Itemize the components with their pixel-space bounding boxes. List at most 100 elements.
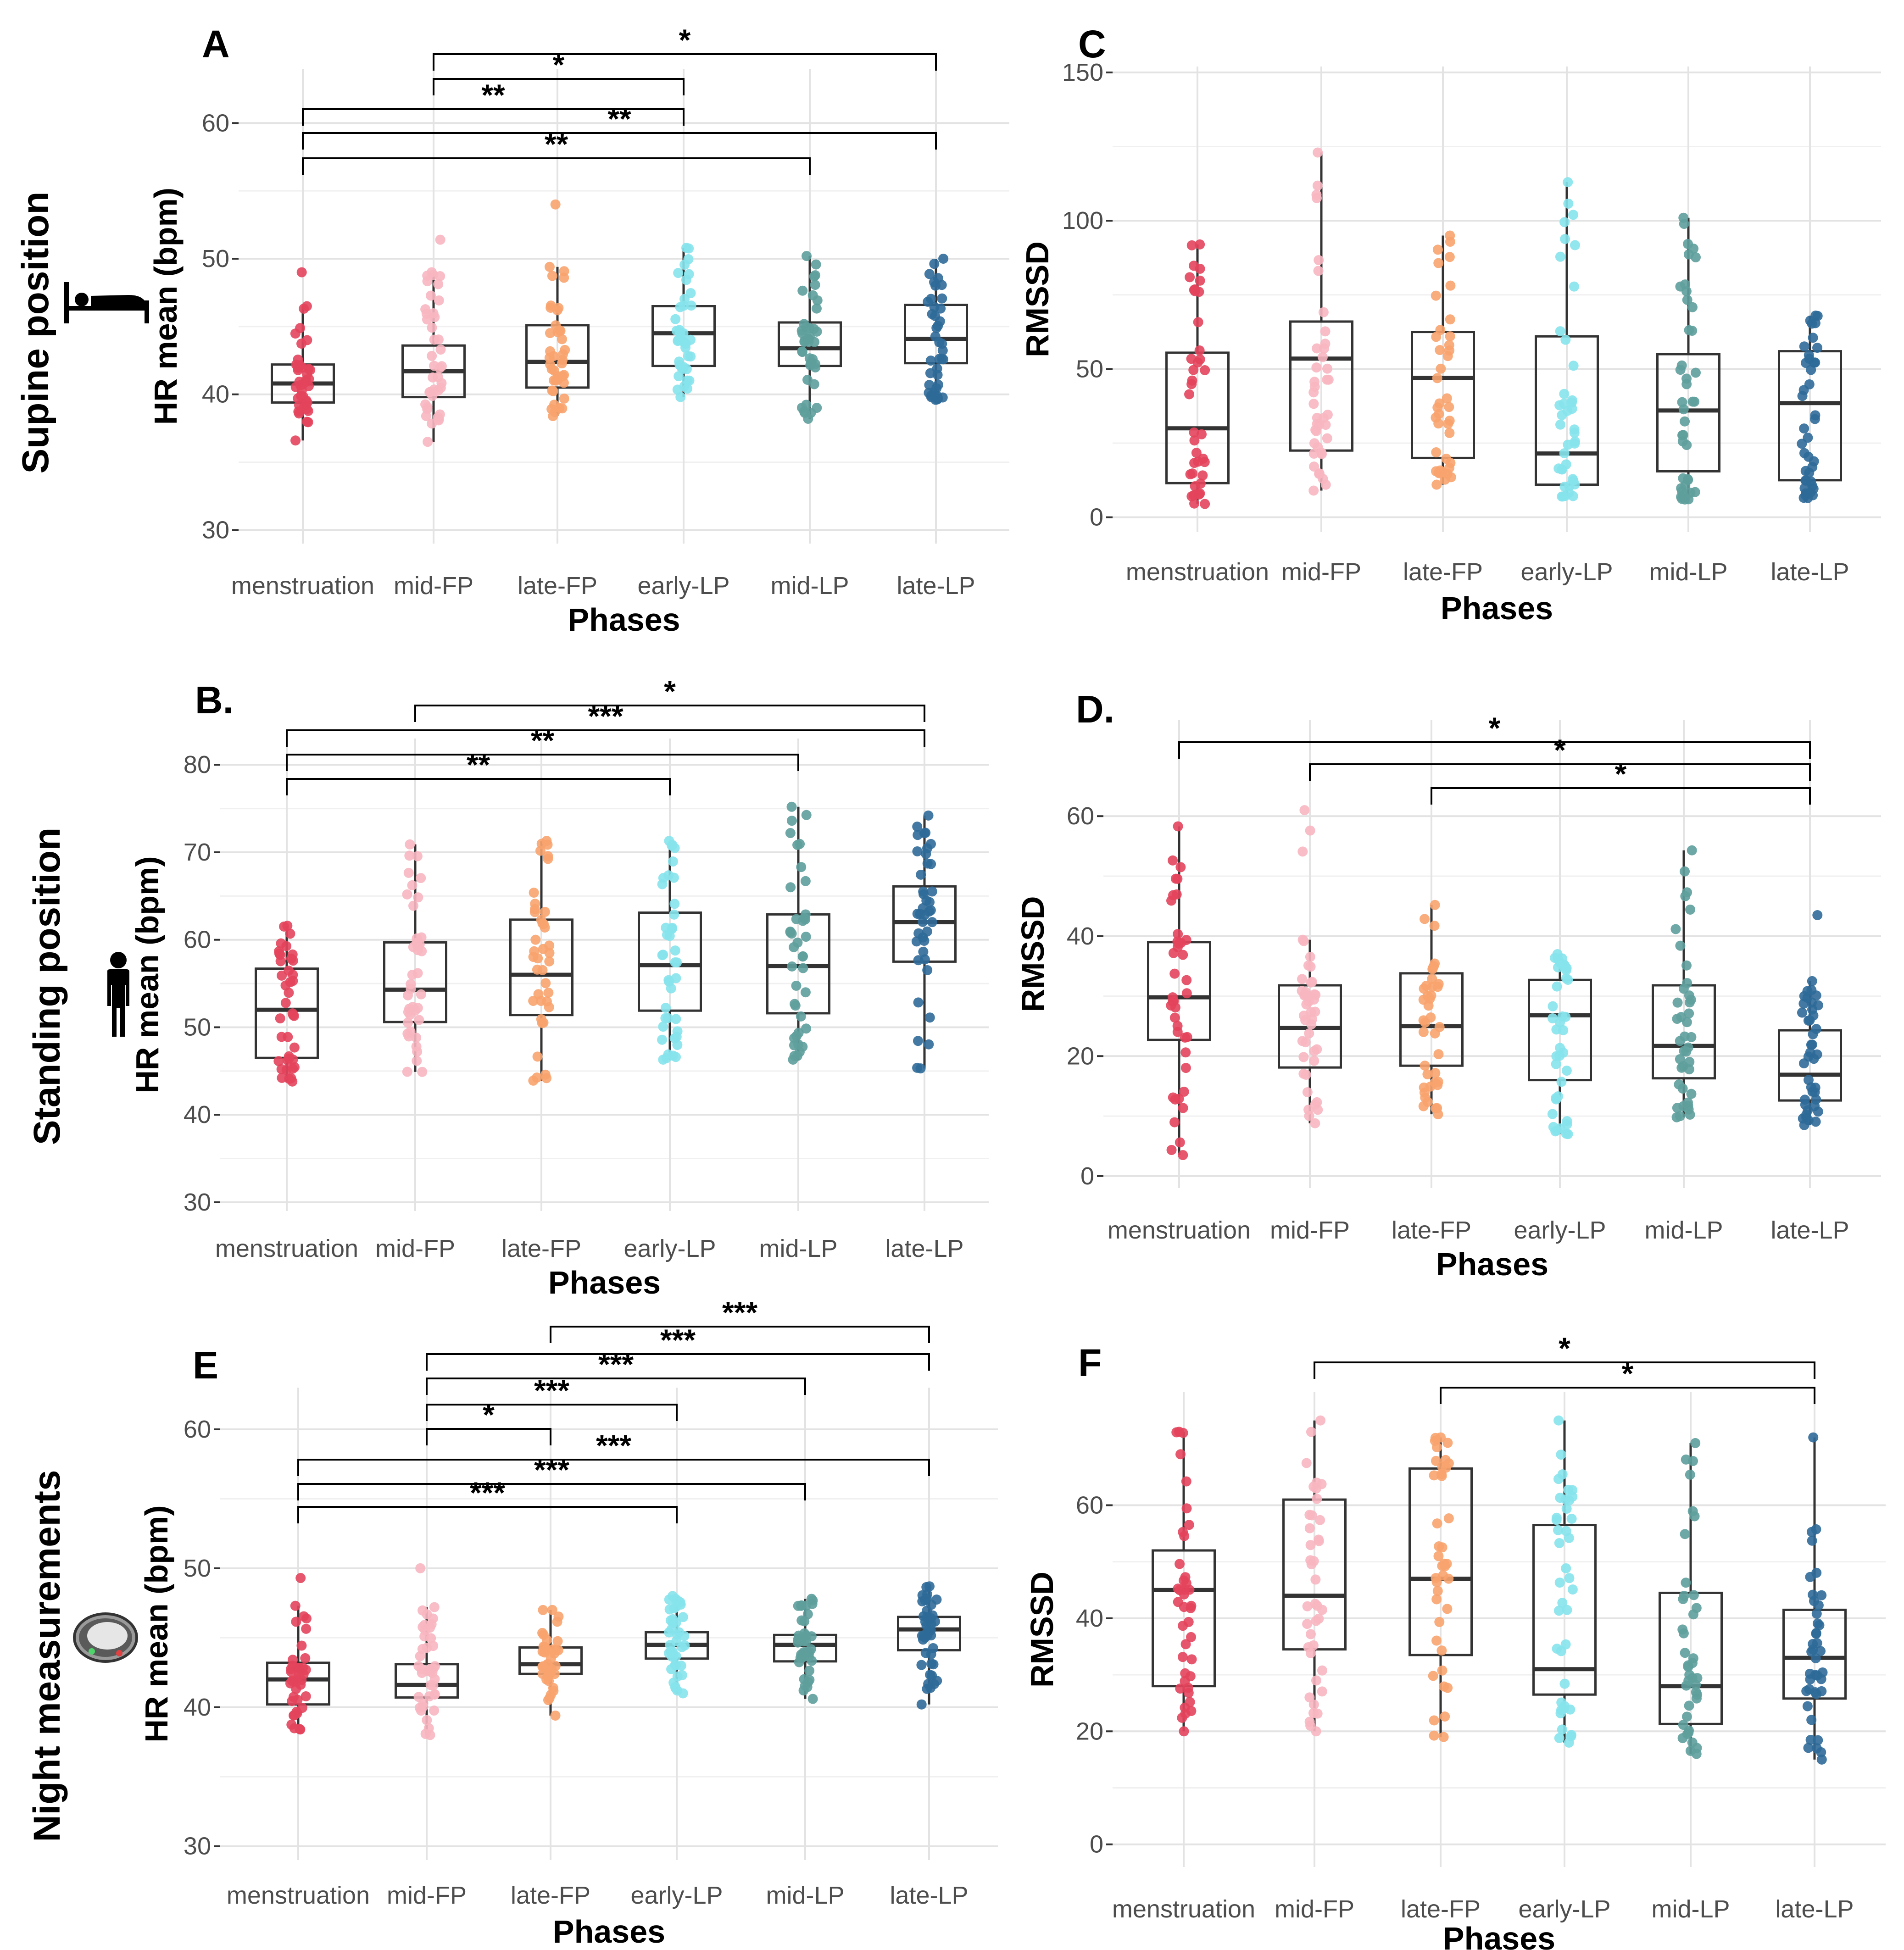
data-point: [1554, 1050, 1565, 1061]
data-point: [1308, 448, 1319, 459]
y-tick-label: 30: [184, 1189, 211, 1216]
data-point: [663, 870, 674, 881]
data-point: [1188, 365, 1199, 375]
data-point: [1684, 1064, 1694, 1075]
significance-bracket: **: [302, 102, 937, 150]
data-point: [412, 1046, 423, 1057]
data-point: [1306, 1427, 1316, 1437]
data-point: [1186, 1654, 1197, 1665]
data-point: [545, 328, 555, 339]
data-point: [1197, 470, 1208, 481]
data-point: [1810, 357, 1820, 368]
data-point: [937, 293, 947, 304]
data-point: [1799, 423, 1809, 434]
data-point: [1180, 1676, 1190, 1686]
data-point: [1558, 1025, 1569, 1035]
data-point: [545, 1667, 556, 1678]
data-point: [1430, 1068, 1441, 1078]
data-point: [806, 358, 816, 368]
data-point: [428, 1613, 438, 1624]
y-tick-label: 30: [184, 1833, 211, 1860]
data-point: [1429, 1470, 1439, 1481]
data-point: [1681, 1680, 1692, 1691]
data-point: [801, 400, 812, 410]
data-point: [1175, 1449, 1186, 1460]
data-point: [1807, 1535, 1817, 1546]
data-point: [670, 314, 681, 324]
data-point: [1181, 988, 1192, 999]
data-point: [1184, 1520, 1194, 1530]
data-point: [925, 1670, 935, 1680]
data-point: [785, 926, 796, 937]
data-point: [933, 321, 943, 331]
data-point: [1561, 459, 1571, 470]
data-point: [1675, 940, 1686, 951]
data-point: [427, 350, 437, 361]
data-point: [1301, 1070, 1311, 1080]
data-point: [544, 948, 555, 958]
data-point: [416, 873, 426, 883]
data-point: [1186, 491, 1197, 502]
box-mid-LP: [766, 801, 830, 1065]
data-point: [1432, 982, 1443, 992]
data-point: [1322, 433, 1332, 444]
data-point: [285, 977, 295, 988]
iqr-box: [1656, 353, 1720, 472]
data-point: [811, 303, 822, 314]
panel-E: 30 40 50 60 menstruation mid-FP late-FP early-L…: [139, 1295, 998, 1950]
data-point: [273, 1056, 284, 1067]
data-point: [1809, 1087, 1820, 1097]
data-point: [1431, 1442, 1442, 1452]
data-point: [811, 259, 821, 270]
data-point: [667, 1591, 678, 1601]
data-point: [1175, 1683, 1186, 1694]
data-point: [912, 846, 923, 856]
data-point: [925, 356, 936, 366]
box-mid-LP: [773, 1594, 837, 1704]
x-tick-label: mid-LP: [759, 1235, 837, 1262]
significance-label: ***: [596, 1428, 631, 1462]
data-point: [1430, 1028, 1440, 1039]
data-point: [1304, 1028, 1314, 1039]
x-tick-label: mid-FP: [1270, 1217, 1350, 1244]
data-point: [1167, 992, 1178, 1003]
data-point: [660, 1013, 671, 1023]
data-point: [657, 950, 668, 961]
data-point: [1177, 1652, 1188, 1662]
panel-letter: E: [193, 1344, 218, 1387]
bracket-line: [302, 108, 685, 126]
y-tick-label: 40: [184, 1694, 211, 1721]
data-point: [1170, 1094, 1180, 1105]
x-tick-label: menstruation: [1108, 1217, 1251, 1244]
data-point: [427, 322, 437, 333]
data-point: [429, 1706, 440, 1716]
data-point: [804, 1666, 815, 1676]
data-point: [1810, 1653, 1821, 1664]
data-point: [417, 946, 427, 956]
data-point: [1307, 1014, 1317, 1024]
data-point: [288, 1063, 298, 1074]
data-point: [415, 1563, 426, 1573]
data-point: [429, 1602, 440, 1612]
data-point: [1564, 1737, 1574, 1748]
box-mid-LP: [1652, 845, 1716, 1122]
x-tick-label: early-LP: [637, 572, 729, 600]
data-point: [1445, 280, 1456, 291]
data-point: [282, 921, 293, 931]
data-point: [300, 1653, 311, 1663]
data-point: [1195, 239, 1205, 250]
data-point: [938, 254, 949, 264]
data-point: [785, 882, 796, 893]
data-point: [412, 1056, 422, 1066]
data-point: [1443, 418, 1453, 429]
data-point: [425, 290, 436, 301]
x-tick-label: late-LP: [885, 1235, 963, 1262]
data-point: [800, 876, 811, 886]
significance-bracket: ***: [286, 699, 925, 747]
box-mid-FP: [1282, 1415, 1347, 1737]
data-point: [537, 1018, 547, 1028]
data-point: [1810, 1687, 1820, 1698]
data-point: [1312, 180, 1323, 191]
data-point: [423, 437, 433, 447]
box-early-LP: [1535, 177, 1599, 502]
